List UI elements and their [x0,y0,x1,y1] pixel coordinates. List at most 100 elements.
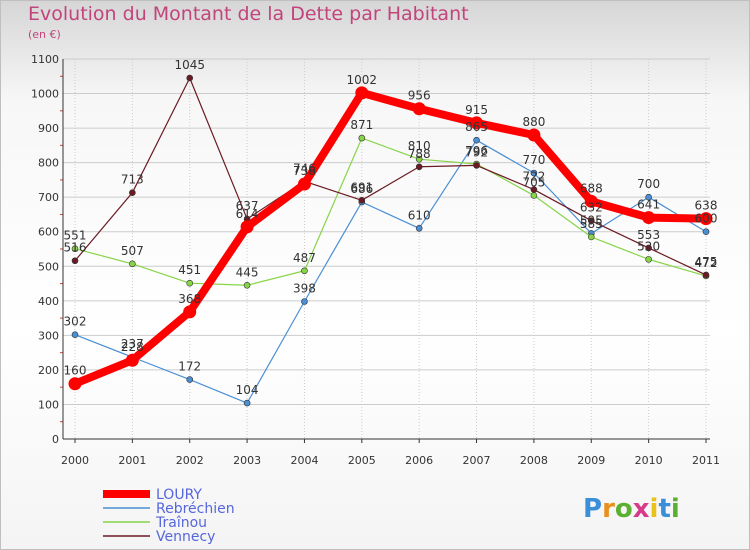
data-label: 610 [408,208,431,222]
data-label: 713 [121,173,144,187]
data-point [355,86,369,100]
x-tick-label: 2005 [348,454,376,467]
data-point [297,177,311,191]
data-point [470,116,484,130]
data-point [645,256,652,263]
y-tick-label: 700 [38,191,59,204]
data-point [415,155,423,163]
data-label: 595 [580,213,603,227]
data-label: 1002 [347,73,378,87]
data-point [415,224,423,232]
data-label: 451 [178,263,201,277]
data-point [702,271,710,279]
proxiti-logo: Proxiti [583,494,680,524]
data-labels: 160 228 368 614 738 1002 956 915 880 688 641 638 302… [64,58,718,397]
data-point [530,192,538,199]
y-tick-label: 200 [38,364,59,377]
data-label: 600 [695,212,718,226]
series-line-Traînou [74,137,707,286]
y-tick-label: 1100 [31,53,59,66]
proxiti-logo-text: Proxiti [583,494,680,524]
data-label: 956 [408,89,431,103]
data-point [186,74,194,82]
x-tick-label: 2003 [233,454,261,467]
data-label: 705 [522,175,545,189]
y-tick-label: 100 [38,398,59,411]
series-line-LOURY [71,88,710,388]
data-point [125,353,139,367]
data-point [186,376,194,383]
data-point [473,162,480,169]
x-tick-label: 2008 [520,454,548,467]
data-label: 516 [64,241,87,255]
data-label: 641 [637,198,660,212]
x-tick-label: 2006 [405,454,433,467]
data-label: 637 [236,199,259,213]
y-tick-label: 1000 [31,88,59,101]
data-point [71,257,79,265]
x-tick-label: 2002 [176,454,204,467]
data-point [183,305,197,319]
data-point [358,196,366,204]
y-tick-label: 500 [38,260,59,273]
data-label: 551 [64,229,87,243]
data-label: 445 [236,265,259,279]
data-label: 487 [293,251,316,265]
y-axis-unit: (en €) [28,28,61,41]
data-label: 880 [522,115,545,129]
series-lines [68,74,713,407]
y-tick-label: 600 [38,226,59,239]
data-label: 865 [465,120,488,134]
grid-lines [63,58,710,439]
data-point [243,281,251,289]
data-point [301,298,308,305]
legend-label: Vennecy [156,529,215,545]
data-label: 160 [64,364,87,378]
x-tick-label: 2010 [635,454,663,467]
data-point [702,228,710,236]
data-point [129,260,136,268]
data-label: 172 [178,360,201,374]
data-label: 520 [637,239,660,253]
data-label: 746 [293,161,316,175]
data-label: 722 [522,170,545,184]
x-tick-label: 2000 [61,454,89,467]
data-label: 792 [465,145,488,159]
data-point [301,267,308,275]
axes: 0 100 200 300 400 500 600 700 800 900 1000 1100 2000… [31,53,720,467]
data-point [699,212,713,226]
data-label: 228 [121,340,144,354]
chart-title: Evolution du Montant de la Dette par Hab… [28,3,469,25]
data-label: 302 [64,315,87,329]
x-tick-label: 2009 [577,454,605,467]
data-point [645,193,652,201]
data-label: 553 [637,228,660,242]
data-label: 871 [350,118,373,132]
data-point [587,217,595,224]
x-tick-label: 2004 [290,454,318,467]
data-point [587,233,595,241]
data-point [473,136,480,144]
data-label: 507 [121,244,144,258]
data-point [243,399,251,407]
x-tick-label: 2001 [118,454,146,467]
x-tick-label: 2011 [692,454,720,467]
data-point [129,189,136,196]
data-point [527,128,541,142]
legend-label: LOURY [156,487,202,503]
x-tick-label: 2007 [463,454,491,467]
data-point [642,211,656,225]
data-label: 398 [293,282,316,296]
data-point [71,245,79,252]
data-label: 638 [695,199,718,213]
data-label: 738 [293,164,316,178]
data-point [358,134,366,142]
y-tick-label: 300 [38,329,59,342]
data-label: 614 [236,207,259,221]
data-label: 688 [580,181,603,195]
data-label: 632 [580,201,603,215]
data-label: 237 [121,337,144,351]
series-line-Rebréchien [74,139,707,404]
